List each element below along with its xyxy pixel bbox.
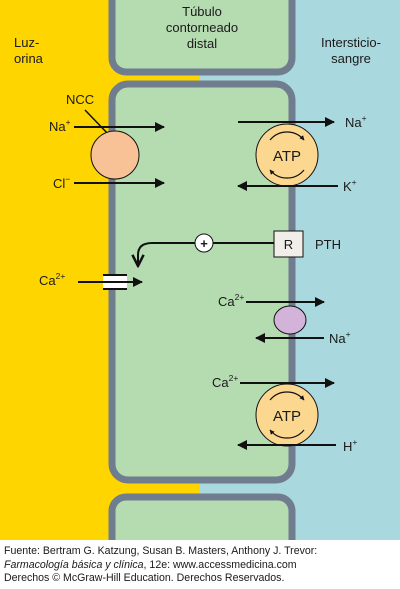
- pth-receptor: [273, 230, 304, 258]
- pump2-atp-label: ATP: [273, 408, 301, 425]
- caption-edition-url: , 12e: www.accessmedicina.com: [143, 558, 297, 571]
- pump1-cycle-arrow-bottom: [269, 169, 305, 179]
- pump2-cycle-arrow-bottom: [269, 429, 305, 439]
- ncc-cl-label: Cl−: [53, 174, 70, 191]
- ncc-pointer: [84, 109, 111, 137]
- lower-cell: [108, 493, 296, 540]
- upper-cell: [108, 0, 296, 76]
- caption-line-2: Farmacología básica y clínica, 12e: www.…: [4, 559, 398, 573]
- pump1-na-label: Na+: [345, 113, 367, 130]
- pump2-ca-label: Ca2+: [212, 373, 238, 390]
- interstitium-region: [292, 0, 400, 540]
- pump1-k-label: K+: [343, 177, 357, 194]
- pth-label: PTH: [315, 237, 341, 252]
- ncc-na-label: Na+: [49, 117, 71, 134]
- exchanger-ca-label: Ca2+: [218, 292, 244, 309]
- lumen-region: [0, 0, 110, 540]
- source-caption: Fuente: Bertram G. Katzung, Susan B. Mas…: [4, 545, 398, 586]
- pump2-h-label: H+: [343, 437, 357, 454]
- tubule-label-3: distal: [187, 36, 217, 51]
- distal-tubule-diagram: Luz- orina Túbulo contorneado distal Int…: [0, 0, 400, 540]
- tubule-label-2: contorneado: [166, 20, 238, 35]
- lumen-label-2: orina: [14, 51, 44, 66]
- pump1-atp-label: ATP: [273, 148, 301, 165]
- lumen-label-1: Luz-: [14, 35, 39, 50]
- interstitium-label-1: Intersticio-: [321, 35, 381, 50]
- pump1-cycle-arrow-top: [269, 131, 305, 141]
- na-ca-exchanger: [273, 305, 307, 335]
- caption-line-1: Fuente: Bertram G. Katzung, Susan B. Mas…: [4, 545, 318, 557]
- caption-book-title: Farmacología básica y clínica: [4, 558, 144, 571]
- caption-line-3: Derechos © McGraw-Hill Education. Derech…: [4, 572, 285, 584]
- ca-channel-label: Ca2+: [39, 271, 65, 288]
- stimulation-plus: +: [200, 236, 208, 251]
- exchanger-na-label: Na+: [329, 329, 351, 346]
- pump2-cycle-arrow-top: [269, 391, 305, 401]
- receptor-label: R: [284, 237, 293, 252]
- ncc-label: NCC: [66, 92, 94, 107]
- ncc-transporter: [90, 130, 140, 180]
- tubule-label-1: Túbulo: [182, 4, 222, 19]
- stimulation-symbol: [194, 233, 214, 253]
- interstitium-label-2: sangre: [331, 51, 371, 66]
- pth-signal-arrow: [138, 242, 275, 266]
